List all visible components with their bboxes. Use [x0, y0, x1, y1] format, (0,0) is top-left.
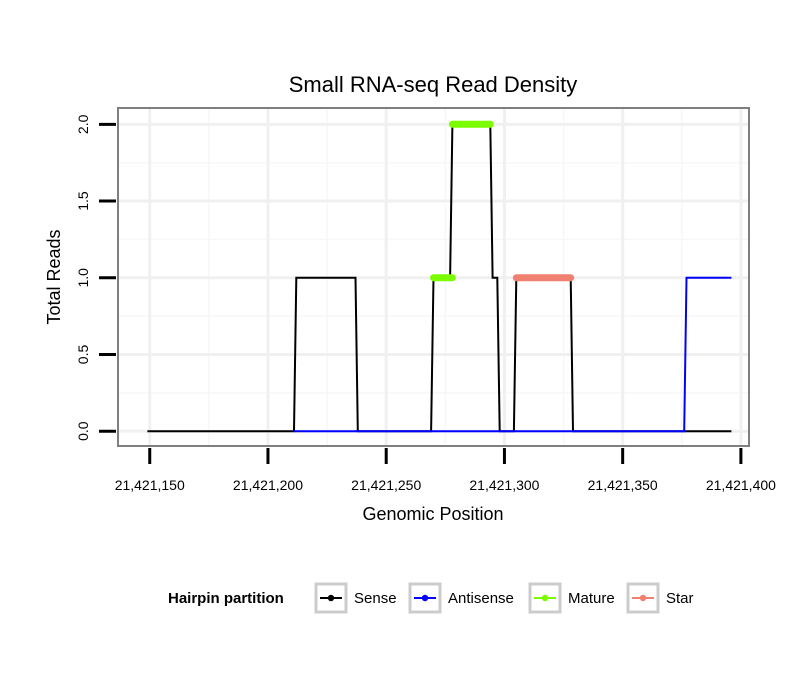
legend-key-point [421, 594, 429, 602]
y-tick-label: 2.0 [75, 114, 91, 134]
x-tick-label: 21,421,350 [588, 477, 658, 493]
x-tick-label: 21,421,150 [115, 477, 185, 493]
legend-items: Sense Antisense Mature Star [314, 582, 694, 614]
legend-title: Hairpin partition [168, 590, 284, 607]
y-tick-label: 1.0 [75, 268, 91, 288]
legend-key-point [327, 594, 335, 602]
y-tick-label: 0.0 [75, 421, 91, 441]
legend-item-antisense: Antisense [408, 582, 514, 614]
x-tick-label: 21,421,300 [469, 477, 539, 493]
y-axis-title: Total Reads [44, 229, 64, 324]
y-tick-label: 0.5 [75, 345, 91, 365]
legend: Hairpin partition Sense Antisense Mature St… [168, 582, 694, 614]
antisense-line [294, 276, 732, 433]
legend-key-point [639, 594, 647, 602]
legend-label: Sense [354, 590, 397, 607]
legend-item-star: Star [626, 582, 694, 614]
x-tick-label: 21,421,400 [706, 477, 776, 493]
legend-label: Star [666, 590, 694, 607]
legend-key-point [541, 594, 549, 602]
legend-label: Antisense [448, 590, 514, 607]
series-lines [147, 120, 732, 433]
legend-label: Mature [568, 590, 615, 607]
x-axis-title: Genomic Position [362, 504, 503, 524]
legend-item-mature: Mature [528, 582, 615, 614]
axes: 21,421,150 21,421,200 21,421,250 21,421,300… [75, 114, 776, 493]
x-tick-label: 21,421,250 [351, 477, 421, 493]
chart-title: Small RNA-seq Read Density [289, 72, 578, 97]
legend-item-sense: Sense [314, 582, 397, 614]
x-tick-label: 21,421,200 [233, 477, 303, 493]
y-tick-label: 1.5 [75, 191, 91, 211]
